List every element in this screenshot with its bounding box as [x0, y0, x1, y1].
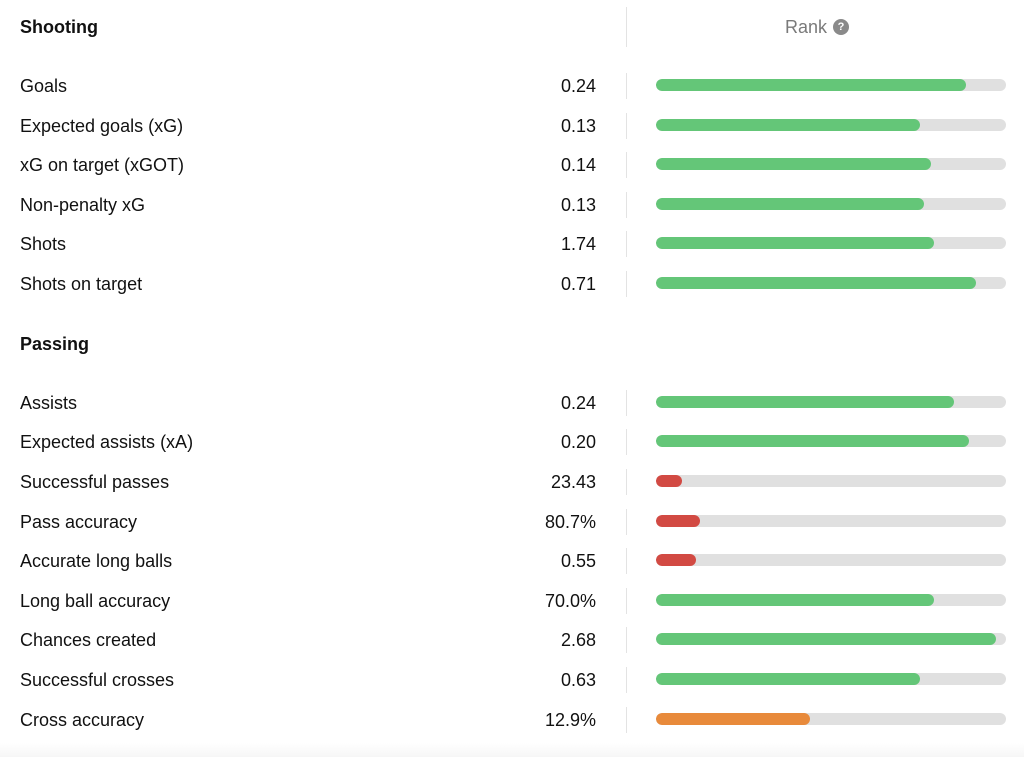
- row-divider: [626, 152, 627, 178]
- stat-row[interactable]: Long ball accuracy 70.0%: [0, 581, 1024, 621]
- stat-label: Accurate long balls: [20, 551, 173, 571]
- stat-row[interactable]: Accurate long balls 0.55: [0, 541, 1024, 581]
- stat-label: Chances created: [20, 630, 157, 650]
- stat-value: 0.71: [560, 274, 596, 294]
- rank-bar-track: [656, 594, 1006, 606]
- rank-bar-fill: [656, 554, 697, 566]
- row-divider: [626, 588, 627, 614]
- stat-label: Cross accuracy: [20, 710, 145, 730]
- row-divider: [626, 509, 627, 535]
- rank-bar-fill: [656, 396, 954, 408]
- row-divider: [626, 231, 627, 257]
- rank-label: Rank: [784, 16, 828, 37]
- stat-row[interactable]: Goals 0.24: [0, 66, 1024, 106]
- stat-value: 23.43: [550, 472, 596, 492]
- stat-label: Assists: [20, 393, 78, 413]
- rank-header: Rank ?: [626, 7, 1007, 47]
- help-icon[interactable]: ?: [833, 19, 850, 35]
- rank-bar-track: [656, 79, 1006, 91]
- stat-label: Shots on target: [20, 274, 143, 294]
- section-title-shooting: Shooting: [20, 16, 98, 37]
- section-title-passing: Passing: [20, 333, 90, 354]
- stat-value: 1.74: [560, 234, 596, 254]
- rank-bar-fill: [656, 277, 977, 289]
- stat-row[interactable]: Chances created 2.68: [0, 620, 1024, 660]
- rank-bar-fill: [656, 673, 921, 685]
- rank-bar-track: [656, 435, 1006, 447]
- rank-bar-track: [656, 633, 1006, 645]
- stat-row[interactable]: Non-penalty xG 0.13: [0, 185, 1024, 225]
- rank-bar-track: [656, 277, 1006, 289]
- stat-label: Expected goals (xG): [20, 116, 184, 136]
- stat-row[interactable]: Expected assists (xA) 0.20: [0, 422, 1024, 462]
- stat-label: Non-penalty xG: [20, 195, 146, 215]
- stat-label: Shots: [20, 234, 67, 254]
- stat-row[interactable]: Expected goals (xG) 0.13: [0, 106, 1024, 146]
- rank-bar-fill: [656, 237, 935, 249]
- rank-bar-track: [656, 158, 1006, 170]
- stat-label: Successful passes: [20, 472, 170, 492]
- stat-value: 2.68: [560, 630, 596, 650]
- stat-row[interactable]: Successful passes 23.43: [0, 462, 1024, 502]
- stat-row[interactable]: Shots 1.74: [0, 224, 1024, 264]
- rank-bar-fill: [656, 198, 924, 210]
- stat-label: Expected assists (xA): [20, 432, 194, 452]
- row-divider: [626, 271, 627, 297]
- stat-label: Successful crosses: [20, 670, 175, 690]
- rank-bar-fill: [656, 119, 921, 131]
- row-divider: [626, 429, 627, 455]
- stat-value: 0.63: [560, 670, 596, 690]
- rank-bar-fill: [656, 713, 810, 725]
- rank-bar-track: [656, 396, 1006, 408]
- row-divider: [626, 548, 627, 574]
- rank-bar-fill: [656, 633, 996, 645]
- stat-value: 70.0%: [544, 591, 596, 611]
- stat-row[interactable]: Pass accuracy 80.7%: [0, 502, 1024, 542]
- stat-value: 0.14: [560, 155, 596, 175]
- stat-value: 0.13: [560, 116, 596, 136]
- stat-value: 0.24: [560, 393, 596, 413]
- rank-bar-fill: [656, 158, 931, 170]
- row-divider: [626, 627, 627, 653]
- rank-bar-fill: [656, 515, 700, 527]
- row-divider: [626, 707, 627, 733]
- stat-row[interactable]: Shots on target 0.71: [0, 264, 1024, 304]
- stat-label: xG on target (xGOT): [20, 155, 185, 175]
- bottom-fade: [0, 743, 1024, 757]
- stat-value: 0.13: [560, 195, 596, 215]
- rank-bar-track: [656, 673, 1006, 685]
- rank-bar-track: [656, 237, 1006, 249]
- row-divider: [626, 192, 627, 218]
- rank-bar-track: [656, 554, 1006, 566]
- stat-value: 12.9%: [544, 710, 596, 730]
- row-divider: [626, 113, 627, 139]
- stat-value: 0.55: [560, 551, 596, 571]
- rank-bar-track: [656, 119, 1006, 131]
- rank-bar-track: [656, 198, 1006, 210]
- stat-label: Pass accuracy: [20, 512, 138, 532]
- rank-bar-fill: [656, 475, 683, 487]
- rank-bar-fill: [656, 79, 966, 91]
- rank-bar-fill: [656, 435, 970, 447]
- stat-value: 0.20: [560, 432, 596, 452]
- stat-label: Goals: [20, 76, 68, 96]
- rank-bar-fill: [656, 594, 935, 606]
- stat-value: 80.7%: [544, 512, 596, 532]
- stat-row[interactable]: Assists 0.24: [0, 383, 1024, 423]
- rank-bar-track: [656, 713, 1006, 725]
- stat-row[interactable]: xG on target (xGOT) 0.14: [0, 145, 1024, 185]
- row-divider: [626, 667, 627, 693]
- rank-bar-track: [656, 475, 1006, 487]
- row-divider: [626, 469, 627, 495]
- stat-row[interactable]: Cross accuracy 12.9%: [0, 700, 1024, 740]
- row-divider: [626, 390, 627, 416]
- rank-bar-track: [656, 515, 1006, 527]
- stat-label: Long ball accuracy: [20, 591, 171, 611]
- stat-value: 0.24: [560, 76, 596, 96]
- row-divider: [626, 73, 627, 99]
- stat-row[interactable]: Successful crosses 0.63: [0, 660, 1024, 700]
